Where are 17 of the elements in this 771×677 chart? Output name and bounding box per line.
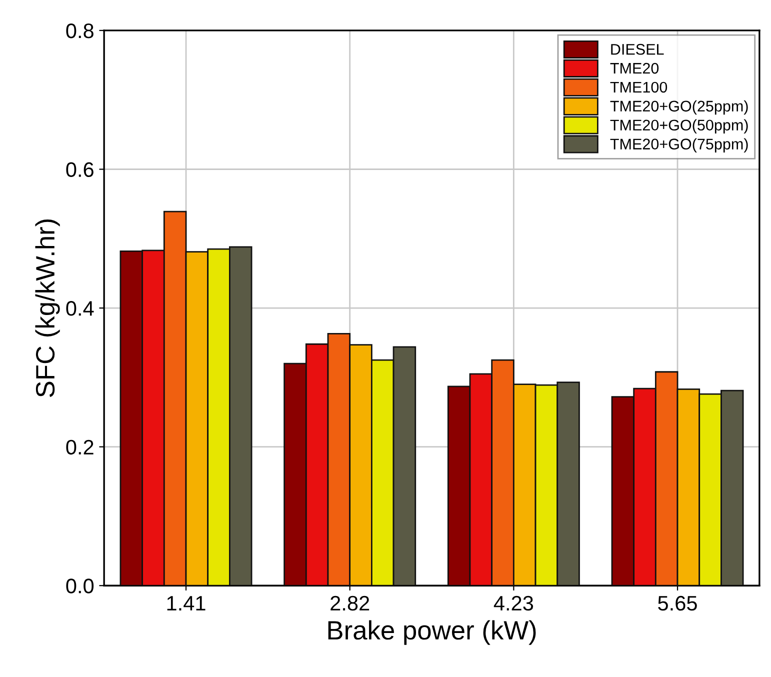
y-axis-title: SFC (kg/kW.hr) [35,220,60,397]
legend-label: TME20+GO(50ppm) [610,119,748,134]
legend-label: TME20+GO(25ppm) [610,100,748,115]
y-tick-label: 0.0 [66,578,94,594]
legend-label: TME20+GO(75ppm) [610,138,748,152]
y-tick-label: 0.2 [66,440,94,455]
y-tick-label: 0.4 [66,301,94,316]
x-tick-label: 5.65 [658,596,697,611]
y-tick-label: 0.6 [66,162,94,178]
legend-label: TME20 [610,62,659,74]
y-tick-label: 0.8 [66,23,94,38]
legend-label: TME100 [610,82,668,93]
x-tick-label: 1.41 [167,596,206,610]
x-tick-label: 4.23 [494,596,534,611]
legend-label: DIESEL [611,44,664,55]
x-tick-label: 2.82 [330,596,370,611]
x-axis-title: Brake power (kW) [328,620,536,645]
